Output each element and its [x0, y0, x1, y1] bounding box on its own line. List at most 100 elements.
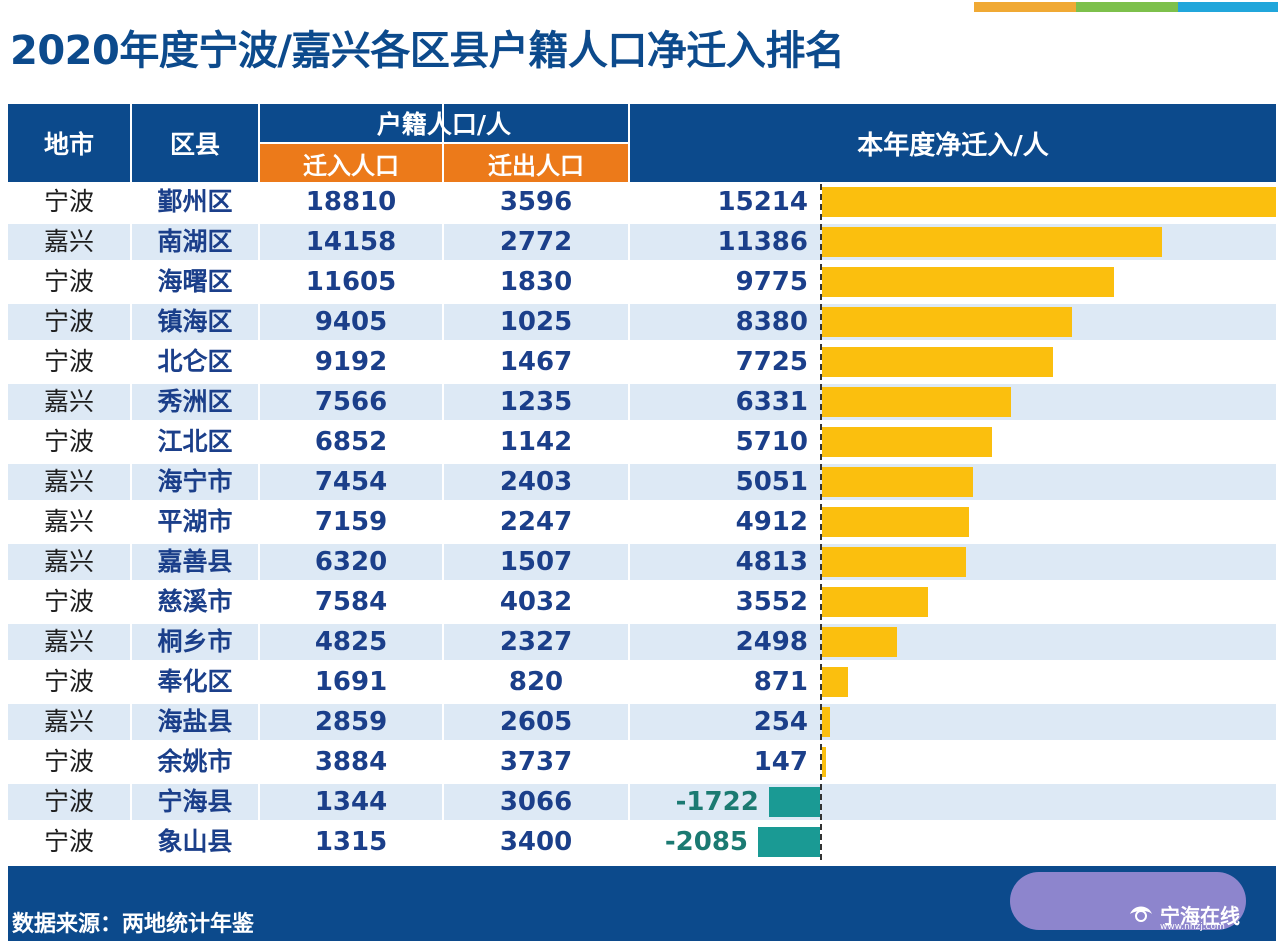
- city-cell: 宁波: [43, 747, 94, 776]
- in-migration-cell: 7566: [314, 387, 388, 417]
- net-value-label: 871: [753, 667, 808, 697]
- data-source: 数据来源：两地统计年鉴: [12, 912, 255, 937]
- in-migration-cell: 6852: [314, 427, 388, 457]
- row-stripe: [8, 464, 1276, 500]
- accent-stripe-green: [1076, 2, 1178, 12]
- row-stripe: [8, 624, 1276, 660]
- net-value-label: 4912: [735, 507, 808, 537]
- net-value-label: -2085: [664, 827, 748, 857]
- net-bar: [822, 627, 897, 657]
- out-migration-cell: 4032: [499, 587, 573, 617]
- in-migration-cell: 3884: [314, 747, 388, 777]
- district-cell: 海盐县: [157, 707, 233, 736]
- net-value-label: 5051: [735, 467, 808, 497]
- row-stripe: [8, 784, 1276, 820]
- city-cell: 嘉兴: [43, 627, 94, 656]
- column-divider: [258, 104, 260, 864]
- out-migration-cell: 1142: [499, 427, 573, 457]
- city-cell: 宁波: [43, 827, 94, 856]
- net-value-label: -1722: [675, 787, 759, 817]
- out-migration-cell: 1507: [499, 547, 573, 577]
- header-out: 迁出人口: [444, 144, 628, 182]
- district-cell: 嘉善县: [157, 547, 233, 576]
- net-value-label: 2498: [735, 627, 808, 657]
- out-migration-cell: 1025: [499, 307, 573, 337]
- district-cell: 江北区: [157, 427, 233, 456]
- city-cell: 宁波: [43, 187, 94, 216]
- net-bar: [822, 467, 973, 497]
- out-migration-cell: 820: [508, 667, 564, 697]
- city-cell: 嘉兴: [43, 467, 94, 496]
- net-bar: [822, 387, 1011, 417]
- district-cell: 海曙区: [157, 267, 233, 296]
- page-title: 2020年度宁波/嘉兴各区县户籍人口净迁入排名: [10, 28, 845, 74]
- district-cell: 南湖区: [157, 227, 233, 256]
- header-net: 本年度净迁入/人: [630, 104, 1276, 182]
- district-cell: 北仑区: [157, 347, 233, 376]
- district-cell: 桐乡市: [157, 627, 233, 656]
- net-bar: [822, 227, 1162, 257]
- net-value-label: 11386: [717, 227, 808, 257]
- city-cell: 嘉兴: [43, 547, 94, 576]
- out-migration-cell: 3596: [499, 187, 573, 217]
- out-migration-cell: 2247: [499, 507, 573, 537]
- net-bar: [822, 587, 928, 617]
- city-cell: 宁波: [43, 787, 94, 816]
- in-migration-cell: 1691: [314, 667, 388, 697]
- in-migration-cell: 18810: [305, 187, 397, 217]
- column-divider: [130, 104, 132, 864]
- accent-stripe-blue: [1178, 2, 1278, 12]
- city-cell: 宁波: [43, 307, 94, 336]
- net-bar: [822, 547, 966, 577]
- watermark-url: www.nhzj.com: [1160, 922, 1225, 932]
- column-divider: [628, 104, 630, 864]
- district-cell: 象山县: [157, 827, 233, 856]
- out-migration-cell: 1235: [499, 387, 573, 417]
- in-migration-cell: 7454: [314, 467, 388, 497]
- net-bar: [822, 187, 1276, 217]
- district-cell: 平湖市: [157, 507, 233, 536]
- net-value-label: 3552: [735, 587, 808, 617]
- out-migration-cell: 2772: [499, 227, 573, 257]
- out-migration-cell: 3400: [499, 827, 573, 857]
- out-migration-cell: 3066: [499, 787, 573, 817]
- in-migration-cell: 14158: [305, 227, 397, 257]
- net-value-label: 6331: [735, 387, 808, 417]
- district-cell: 奉化区: [157, 667, 233, 696]
- net-value-label: 4813: [735, 547, 808, 577]
- out-migration-cell: 1830: [499, 267, 573, 297]
- city-cell: 嘉兴: [43, 227, 94, 256]
- net-value-label: 15214: [717, 187, 808, 217]
- net-bar: [822, 267, 1114, 297]
- net-bar: [822, 507, 969, 537]
- row-stripe: [8, 704, 1276, 740]
- in-migration-cell: 11605: [305, 267, 397, 297]
- out-migration-cell: 3737: [499, 747, 573, 777]
- net-bar: [822, 307, 1073, 337]
- in-migration-cell: 1315: [314, 827, 388, 857]
- district-cell: 余姚市: [157, 747, 233, 776]
- zero-axis: [820, 184, 822, 860]
- watermark-blob: [1010, 872, 1246, 930]
- city-cell: 嘉兴: [43, 387, 94, 416]
- accent-stripe-orange: [974, 2, 1076, 12]
- header-group: 户籍人口/人: [260, 104, 628, 142]
- in-migration-cell: 9405: [314, 307, 388, 337]
- district-cell: 慈溪市: [157, 587, 233, 616]
- column-divider: [442, 104, 444, 864]
- net-bar: [768, 787, 820, 817]
- net-value-label: 254: [753, 707, 808, 737]
- city-cell: 宁波: [43, 587, 94, 616]
- city-cell: 嘉兴: [43, 507, 94, 536]
- net-value-label: 5710: [735, 427, 808, 457]
- district-cell: 镇海区: [157, 307, 233, 336]
- out-migration-cell: 2327: [499, 627, 573, 657]
- net-value-label: 7725: [735, 347, 808, 377]
- in-migration-cell: 7584: [314, 587, 388, 617]
- net-value-label: 147: [753, 747, 808, 777]
- header-district: 区县: [132, 104, 258, 182]
- net-bar: [758, 827, 820, 857]
- out-migration-cell: 1467: [499, 347, 573, 377]
- district-cell: 宁海县: [157, 787, 233, 816]
- city-cell: 宁波: [43, 347, 94, 376]
